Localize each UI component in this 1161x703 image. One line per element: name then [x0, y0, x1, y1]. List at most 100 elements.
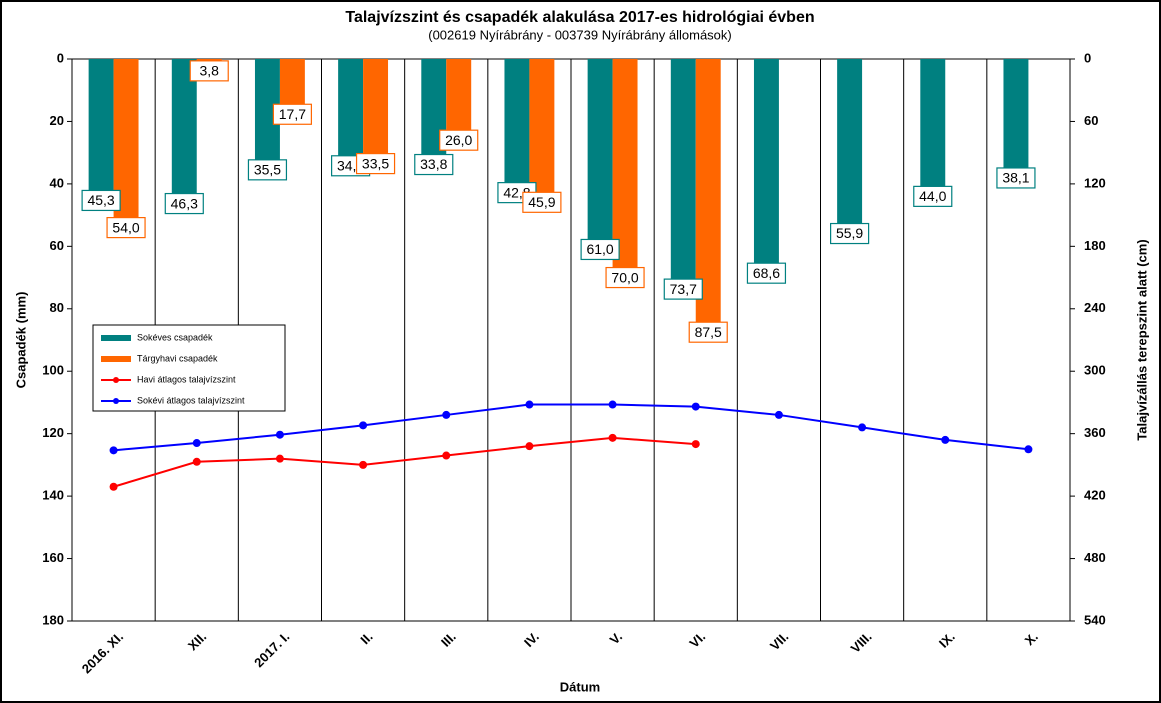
- value-label: 46,3: [164, 192, 204, 215]
- line-point: [359, 421, 368, 430]
- y-tick-label: 80: [50, 300, 64, 315]
- bar: [88, 59, 114, 201]
- value-label: 54,0: [106, 217, 146, 239]
- line-point: [608, 433, 617, 442]
- value-label-text: 44,0: [919, 188, 946, 204]
- legend-label: Tárgyhavi csapadék: [137, 353, 218, 363]
- value-label: 35,5: [247, 159, 288, 181]
- y-tick-label: 100: [42, 363, 64, 378]
- value-label-box: [247, 159, 288, 181]
- value-label-box: [355, 152, 396, 175]
- bar: [338, 59, 364, 166]
- value-label: 45,3: [81, 189, 121, 212]
- bar: [587, 59, 613, 250]
- bar: [1003, 59, 1029, 178]
- line-point: [691, 402, 700, 411]
- value-label-text: 26,0: [445, 132, 472, 148]
- line-point: [525, 400, 534, 409]
- line-point: [608, 400, 617, 409]
- value-label-text: 68,6: [753, 265, 780, 281]
- value-label-text: 87,5: [695, 324, 722, 340]
- legend-swatch: [101, 335, 131, 341]
- chart-subtitle: (002619 Nyírábrány - 003739 Nyírábrány á…: [428, 27, 732, 42]
- line: [113, 436, 696, 488]
- bar: [670, 59, 696, 290]
- line-point: [109, 482, 118, 491]
- y-axis-label: Csapadék (mm): [13, 292, 28, 389]
- value-label-text: 45,3: [87, 192, 114, 208]
- line-point: [442, 451, 451, 460]
- y2-tick-label: 540: [1084, 612, 1106, 627]
- bar: [171, 59, 197, 204]
- line-point: [359, 460, 368, 469]
- legend-label: Havi átlagos talajvízszint: [137, 374, 236, 384]
- value-label: 68,6: [746, 262, 787, 284]
- y2-tick-label: 420: [1084, 488, 1106, 503]
- bar: [920, 59, 946, 197]
- y2-tick-label: 360: [1084, 425, 1106, 440]
- bar: [504, 59, 530, 193]
- value-label-text: 61,0: [586, 241, 613, 257]
- y2-tick-label: 120: [1084, 175, 1106, 190]
- legend-swatch: [101, 356, 131, 362]
- value-label-box: [164, 192, 204, 215]
- value-label-text: 3,8: [199, 63, 219, 79]
- line-point: [192, 457, 201, 466]
- y-tick-label: 40: [50, 175, 64, 190]
- line-point: [1024, 445, 1033, 454]
- legend-label: Sokéves csapadék: [137, 332, 213, 342]
- line-point: [109, 446, 118, 455]
- value-label-text: 70,0: [611, 269, 638, 285]
- line-point: [525, 442, 534, 451]
- legend-marker: [113, 377, 119, 383]
- value-label: 44,0: [913, 185, 953, 207]
- value-label-text: 46,3: [171, 195, 198, 211]
- line-point: [192, 439, 201, 448]
- value-label-box: [81, 189, 121, 212]
- bar: [363, 59, 389, 164]
- value-label-box: [605, 266, 645, 289]
- line-point: [941, 435, 950, 444]
- bar: [529, 59, 555, 203]
- y2-tick-label: 240: [1084, 300, 1106, 315]
- value-label: 61,0: [580, 238, 620, 261]
- value-label-text: 33,8: [420, 156, 447, 172]
- y2-tick-label: 0: [1084, 50, 1091, 65]
- value-label-text: 38,1: [1002, 170, 1029, 186]
- line-point: [774, 410, 783, 419]
- line-point: [691, 440, 700, 449]
- value-label-text: 17,7: [279, 106, 306, 122]
- value-label-text: 55,9: [836, 225, 863, 241]
- value-label: 38,1: [996, 167, 1036, 189]
- value-label: 45,9: [522, 191, 562, 213]
- line: [113, 403, 1029, 452]
- value-label: 33,8: [414, 153, 454, 176]
- value-label: 87,5: [688, 321, 728, 343]
- value-label-box: [663, 278, 703, 300]
- chart-title: Talajvízszint és csapadék alakulása 2017…: [345, 9, 814, 26]
- value-label: 70,0: [605, 266, 645, 289]
- value-label-box: [106, 217, 146, 239]
- line-point: [275, 454, 284, 463]
- value-label-box: [580, 238, 620, 261]
- y-tick-label: 20: [50, 113, 64, 128]
- y-tick-label: 120: [42, 425, 64, 440]
- line-point: [442, 410, 451, 419]
- y2-tick-label: 60: [1084, 113, 1098, 128]
- value-label: 26,0: [439, 129, 479, 151]
- bar: [837, 59, 863, 234]
- value-label: 17,7: [272, 103, 312, 125]
- y-tick-label: 60: [50, 238, 64, 253]
- value-label-box: [996, 167, 1036, 189]
- value-label-box: [189, 60, 229, 82]
- value-label-box: [913, 185, 953, 207]
- y2-tick-label: 480: [1084, 550, 1106, 565]
- y-tick-label: 160: [42, 550, 64, 565]
- value-label-box: [414, 153, 454, 176]
- legend-label: Sokévi átlagos talajvízszint: [137, 395, 245, 405]
- value-label-box: [830, 222, 870, 245]
- y-tick-label: 140: [42, 488, 64, 503]
- y-tick-label: 0: [57, 50, 64, 65]
- y2-tick-label: 180: [1084, 238, 1106, 253]
